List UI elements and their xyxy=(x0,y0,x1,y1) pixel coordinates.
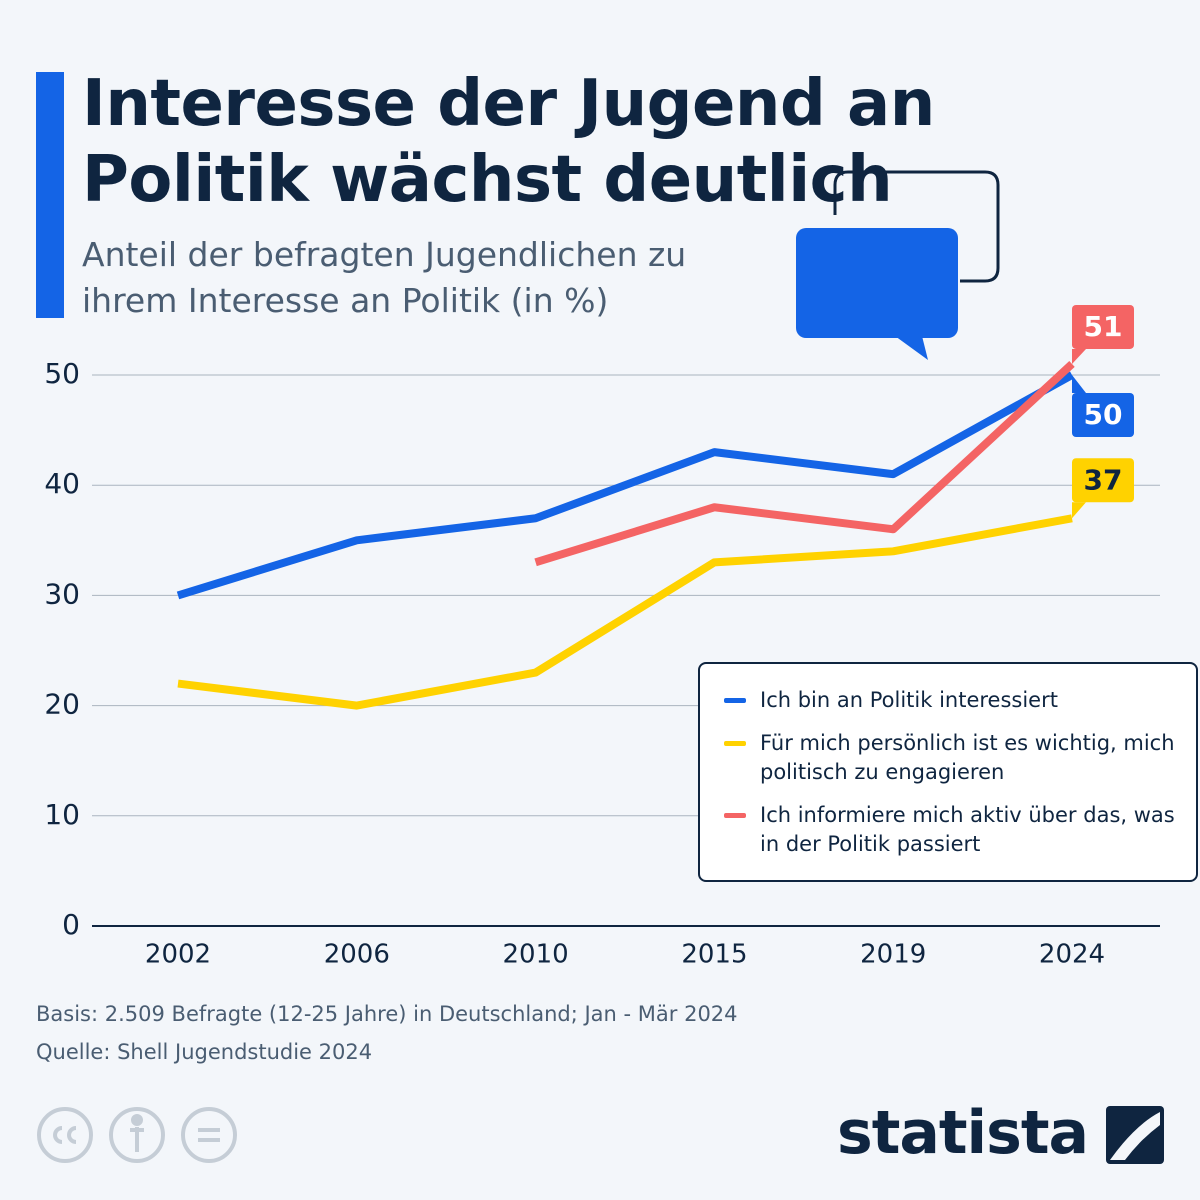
subtitle: Anteil der befragten Jugendlichen zu ihr… xyxy=(82,235,687,320)
value-label: 37 xyxy=(1084,463,1123,496)
x-tick-label: 2002 xyxy=(145,940,211,970)
legend-swatch xyxy=(724,813,746,818)
x-tick-label: 2015 xyxy=(681,940,747,970)
legend-item: Für mich persönlich ist es wichtig, mich… xyxy=(724,729,1176,787)
callout-pointer xyxy=(1072,502,1086,519)
value-label: 50 xyxy=(1084,398,1123,431)
value-callout: 37 xyxy=(1072,458,1134,519)
legend-swatch xyxy=(724,698,746,703)
series-line xyxy=(176,371,1074,600)
y-tick-label: 20 xyxy=(44,688,80,721)
speech-icon xyxy=(796,170,1000,360)
brand: statista xyxy=(836,1098,1089,1168)
legend-label: Ich bin an Politik interessiert xyxy=(760,688,1058,712)
legend: Ich bin an Politik interessiert Für mich … xyxy=(698,662,1198,882)
series-line xyxy=(177,514,1073,710)
footnote: Basis: 2.509 Befragte (12-25 Jahre) in D… xyxy=(36,1002,738,1026)
y-tick-label: 0 xyxy=(62,908,80,941)
x-tick-label: 2006 xyxy=(324,940,390,970)
legend-label: Ich informiere mich aktiv über das, was … xyxy=(760,803,1175,856)
y-tick-label: 30 xyxy=(44,577,80,610)
legend-item: Ich bin an Politik interessiert xyxy=(724,686,1176,715)
x-tick-label: 2019 xyxy=(860,940,926,970)
value-label: 51 xyxy=(1084,310,1123,343)
callout-pointer xyxy=(1072,375,1086,393)
x-tick-label: 2010 xyxy=(503,940,569,970)
legend-item: Ich informiere mich aktiv über das, was … xyxy=(724,801,1176,859)
title: Interesse der Jugend an Politik wächst d… xyxy=(82,67,935,217)
x-tick-label: 2024 xyxy=(1039,940,1105,970)
y-tick-label: 40 xyxy=(44,467,80,500)
value-callout: 50 xyxy=(1072,375,1134,437)
value-callout: 51 xyxy=(1072,304,1134,364)
callout-box xyxy=(1072,458,1134,503)
y-tick-label: 50 xyxy=(44,357,80,390)
title-accent xyxy=(36,72,64,318)
series-line xyxy=(534,361,1075,567)
legend-swatch xyxy=(724,741,746,746)
statista-logo xyxy=(1106,1106,1164,1164)
license-icons xyxy=(37,1107,237,1163)
y-tick-label: 10 xyxy=(44,798,80,831)
callout-box xyxy=(1072,393,1134,437)
source: Quelle: Shell Jugendstudie 2024 xyxy=(36,1040,373,1064)
callout-box xyxy=(1072,304,1134,349)
legend-label: Für mich persönlich ist es wichtig, mich… xyxy=(760,731,1175,784)
callout-pointer xyxy=(1072,348,1086,364)
